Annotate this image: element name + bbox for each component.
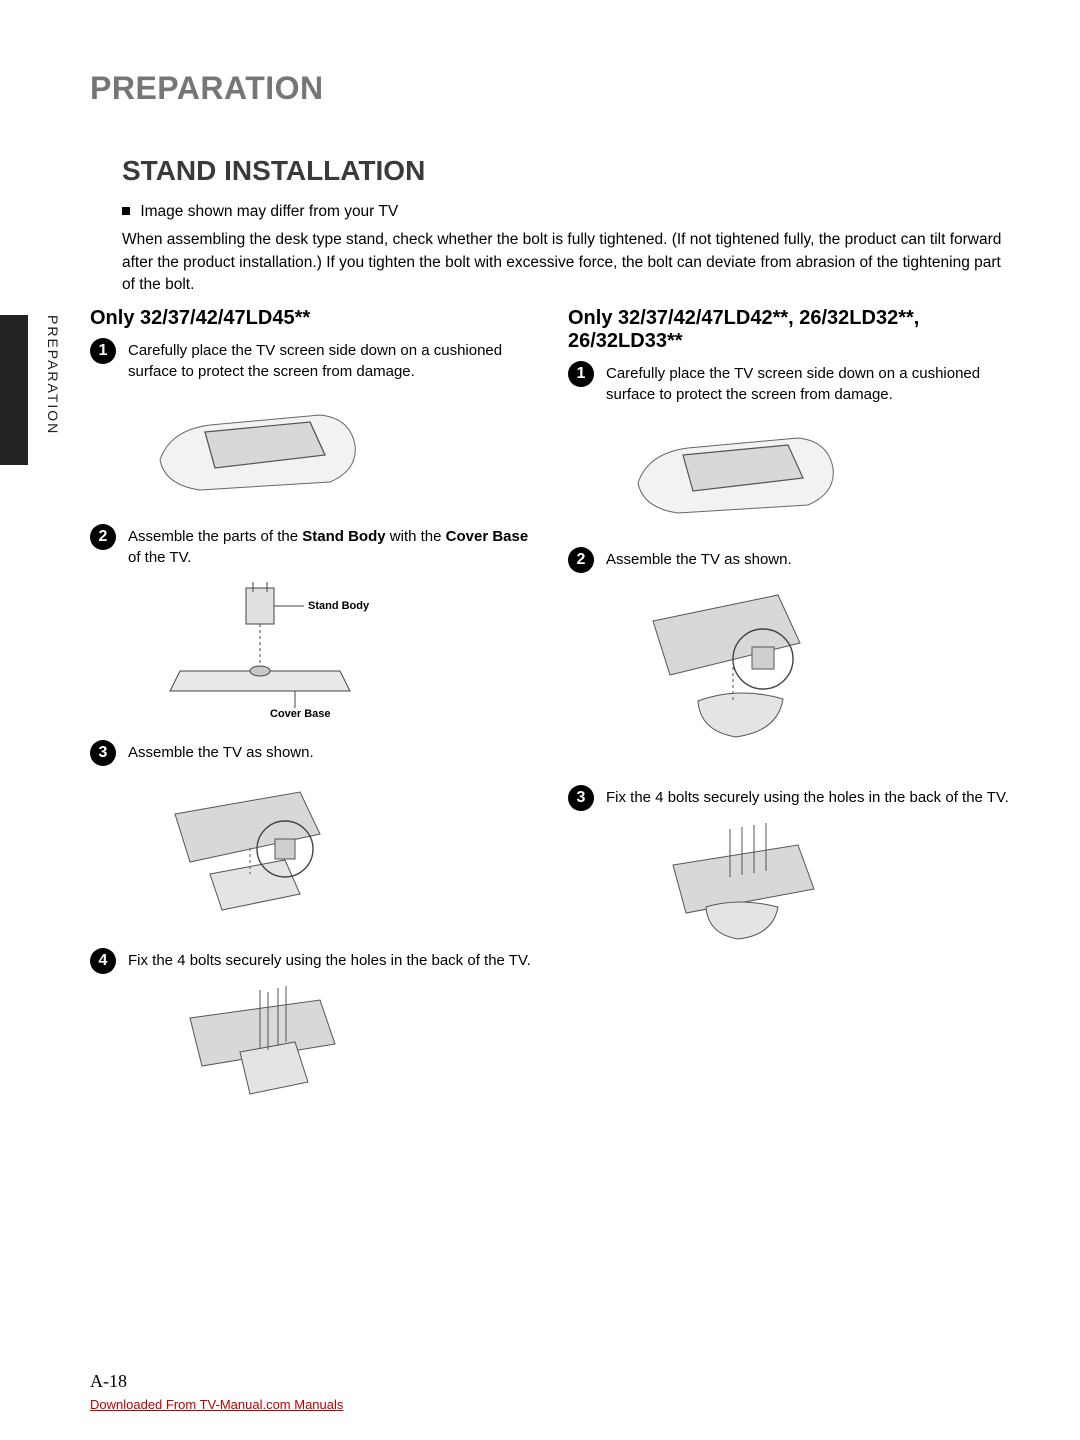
left-step-2-text: Assemble the parts of the Stand Body wit… — [128, 524, 532, 568]
left-figure-4 — [150, 982, 370, 1112]
left-step-3: 3 Assemble the TV as shown. — [90, 740, 532, 766]
right-step-3-text: Fix the 4 bolts securely using the holes… — [606, 785, 1009, 808]
download-source-link[interactable]: Downloaded From TV-Manual.com Manuals — [90, 1397, 343, 1412]
left-step-4: 4 Fix the 4 bolts securely using the hol… — [90, 948, 532, 974]
right-step-2-text: Assemble the TV as shown. — [606, 547, 792, 570]
stand-body-label: Stand Body — [308, 600, 369, 612]
right-step-3: 3 Fix the 4 bolts securely using the hol… — [568, 785, 1010, 811]
intro-paragraph: When assembling the desk type stand, che… — [122, 229, 1010, 296]
step-number-badge: 4 — [90, 948, 116, 974]
square-bullet-icon — [122, 207, 130, 215]
step-number-badge: 1 — [568, 361, 594, 387]
right-figure-3 — [628, 819, 848, 959]
left-step-1: 1 Carefully place the TV screen side dow… — [90, 338, 532, 382]
left-column: Only 32/37/42/47LD45** 1 Carefully place… — [90, 307, 532, 1126]
left-step-2: 2 Assemble the parts of the Stand Body w… — [90, 524, 532, 568]
left-figure-1 — [150, 390, 370, 510]
left-step-4-text: Fix the 4 bolts securely using the holes… — [128, 948, 531, 971]
step-number-badge: 2 — [90, 524, 116, 550]
right-step-2: 2 Assemble the TV as shown. — [568, 547, 1010, 573]
step-number-badge: 3 — [568, 785, 594, 811]
left-model-heading: Only 32/37/42/47LD45** — [90, 307, 532, 330]
page-content: PREPARATION STAND INSTALLATION Image sho… — [0, 0, 1080, 1166]
left-step-3-text: Assemble the TV as shown. — [128, 740, 314, 763]
sub-title: STAND INSTALLATION — [122, 155, 1010, 187]
right-model-heading: Only 32/37/42/47LD42**, 26/32LD32**, 26/… — [568, 307, 1010, 353]
side-tab-label: PREPARATION — [45, 315, 61, 435]
side-bar — [0, 315, 28, 465]
intro-bullet-line: Image shown may differ from your TV — [122, 201, 1010, 223]
left-figure-2: Stand Body Cover Base — [150, 576, 370, 726]
page-number: A-18 — [90, 1371, 127, 1392]
right-step-1-text: Carefully place the TV screen side down … — [606, 361, 1010, 405]
right-figure-1 — [628, 413, 848, 533]
section-title: PREPARATION — [90, 70, 1010, 107]
left-step-1-text: Carefully place the TV screen side down … — [128, 338, 532, 382]
right-step-1: 1 Carefully place the TV screen side dow… — [568, 361, 1010, 405]
step-number-badge: 2 — [568, 547, 594, 573]
step-number-badge: 1 — [90, 338, 116, 364]
intro-bullet-text: Image shown may differ from your TV — [140, 203, 398, 220]
two-column-layout: Only 32/37/42/47LD45** 1 Carefully place… — [90, 307, 1010, 1126]
right-column: Only 32/37/42/47LD42**, 26/32LD32**, 26/… — [568, 307, 1010, 1126]
cover-base-label: Cover Base — [270, 708, 331, 720]
step-number-badge: 3 — [90, 740, 116, 766]
left-figure-3 — [150, 774, 370, 934]
right-figure-2 — [628, 581, 848, 771]
